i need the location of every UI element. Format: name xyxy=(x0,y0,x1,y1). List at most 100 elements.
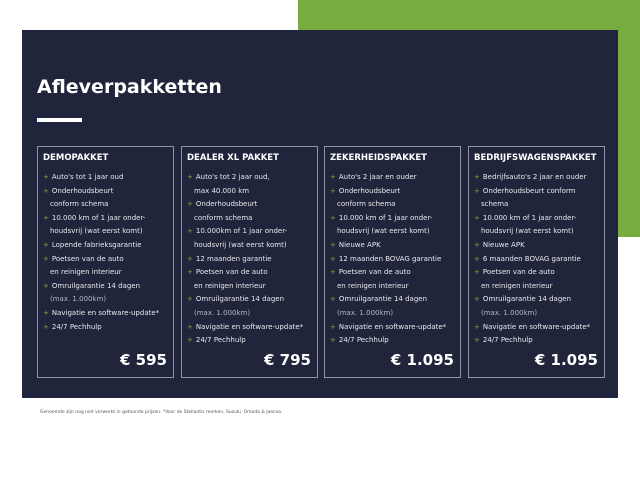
package-card: BEDRIJFSWAGENSPAKKET + Bedrijfsauto's 2 ja… xyxy=(468,146,605,378)
package-price: € 595 xyxy=(120,351,167,369)
package-feature: +24/7 Pechhulp xyxy=(43,321,168,335)
packages-panel: Afleverpakketten DEMOPAKKET + Auto's tot 1… xyxy=(22,30,618,398)
package-feature: +24/7 Pechhulp xyxy=(330,334,455,348)
plus-icon: + xyxy=(43,254,49,263)
package-feature: + Nieuwe APK xyxy=(474,239,599,253)
plus-icon: + xyxy=(474,173,480,181)
feature-text: (max. 1.000km) xyxy=(337,308,394,317)
feature-text: 10.000km of 1 jaar onder- xyxy=(195,227,288,236)
plus-icon: + xyxy=(43,240,49,249)
feature-text: Onderhoudsbeurt xyxy=(338,186,401,195)
package-feature: conform schema xyxy=(187,212,312,226)
feature-text: (max. 1.000km) xyxy=(194,308,251,317)
package-feature: + Auto's 2 jaar en ouder xyxy=(330,171,455,185)
plus-icon: + xyxy=(474,268,480,277)
package-feature: +10.000km of 1 jaar onder- xyxy=(187,225,312,239)
package-feature: + Onderhoudsbeurt conform xyxy=(474,185,599,199)
feature-text: conform schema xyxy=(337,200,396,209)
plus-icon: + xyxy=(187,295,193,304)
package-name: ZEKERHEIDSPAKKET xyxy=(330,153,427,163)
feature-text: 10.000 km of 1 jaar onder- xyxy=(338,213,433,222)
package-feature: + Omruilgarantie 14 dagen xyxy=(187,293,312,307)
feature-text: Poetsen van de auto xyxy=(338,268,411,277)
package-feature: + Omruilgarantie 14 dagen xyxy=(330,293,455,307)
plus-icon: + xyxy=(330,240,336,249)
feature-text: Nieuwe APK xyxy=(482,240,525,249)
feature-text: Auto's 2 jaar en ouder xyxy=(338,173,417,181)
plus-icon: + xyxy=(330,295,336,304)
plus-icon: + xyxy=(474,336,480,345)
package-feature: + Omruilgarantie 14 dagen xyxy=(43,280,168,294)
plus-icon: + xyxy=(187,254,193,263)
feature-text: (max. 1.000km) xyxy=(50,295,107,304)
feature-text: 10.000 km of 1 jaar onder- xyxy=(482,213,577,222)
package-feature: + Auto's tot 2 jaar oud, xyxy=(187,171,312,185)
package-feature: (max. 1.000km) xyxy=(474,307,599,321)
plus-icon: + xyxy=(330,336,336,345)
feature-text: en reinigen interieur xyxy=(50,268,122,277)
package-feature: +24/7 Pechhulp xyxy=(187,334,312,348)
plus-icon: + xyxy=(187,173,193,181)
package-feature: + Lopende fabrieksgarantie xyxy=(43,239,168,253)
feature-text: (max. 1.000km) xyxy=(481,308,538,317)
feature-text: houdsvrij (wat eerst komt) xyxy=(50,227,143,236)
package-feature: + Onderhoudsbeurt xyxy=(187,198,312,212)
plus-icon: + xyxy=(474,240,480,249)
package-feature: + Bedrijfsauto's 2 jaar en ouder xyxy=(474,171,599,185)
package-price: € 1.095 xyxy=(390,351,454,369)
plus-icon: + xyxy=(330,254,336,263)
plus-icon: + xyxy=(474,295,480,304)
package-name: DEMOPAKKET xyxy=(43,153,109,163)
package-feature: + Navigatie en software-update* xyxy=(187,321,312,335)
feature-text: conform schema xyxy=(50,200,109,209)
package-feature: + Navigatie en software-update* xyxy=(474,321,599,335)
plus-icon: + xyxy=(187,336,193,345)
package-price: € 1.095 xyxy=(534,351,598,369)
package-feature: +24/7 Pechhulp xyxy=(474,334,599,348)
feature-text: Navigatie en software-update* xyxy=(482,322,591,331)
package-feature: en reinigen interieur xyxy=(187,280,312,294)
feature-text: 24/7 Pechhulp xyxy=(482,336,533,345)
plus-icon: + xyxy=(43,308,49,317)
package-feature: + Poetsen van de auto xyxy=(43,253,168,267)
plus-icon: + xyxy=(474,322,480,331)
feature-text: Bedrijfsauto's 2 jaar en ouder xyxy=(482,173,587,181)
package-feature: max 40.000 km xyxy=(187,185,312,199)
feature-text: houdsvrij (wat eerst komt) xyxy=(481,227,574,236)
title-underline xyxy=(37,118,82,122)
feature-text: en reinigen interieur xyxy=(337,281,409,290)
package-feature: + Poetsen van de auto xyxy=(330,266,455,280)
plus-icon: + xyxy=(43,173,49,181)
plus-icon: + xyxy=(330,213,336,222)
package-feature: conform schema xyxy=(43,198,168,212)
plus-icon: + xyxy=(330,173,336,181)
feature-text: en reinigen interieur xyxy=(481,281,553,290)
package-feature: + Poetsen van de auto xyxy=(474,266,599,280)
feature-text: Navigatie en software-update* xyxy=(338,322,447,331)
plus-icon: + xyxy=(330,322,336,331)
package-card: ZEKERHEIDSPAKKET + Auto's 2 jaar en ouder +… xyxy=(324,146,461,378)
feature-text: max 40.000 km xyxy=(194,186,250,195)
feature-text: Poetsen van de auto xyxy=(195,268,268,277)
feature-text: Poetsen van de auto xyxy=(482,268,555,277)
package-feature: + Auto's tot 1 jaar oud xyxy=(43,171,168,185)
plus-icon: + xyxy=(187,322,193,331)
plus-icon: + xyxy=(474,213,480,222)
feature-text: Onderhoudsbeurt xyxy=(195,200,258,209)
package-feature: en reinigen interieur xyxy=(43,266,168,280)
plus-icon: + xyxy=(474,186,480,195)
plus-icon: + xyxy=(43,213,49,222)
feature-text: Auto's tot 2 jaar oud, xyxy=(195,173,270,181)
plus-icon: + xyxy=(187,268,193,277)
plus-icon: + xyxy=(187,227,193,236)
package-feature: +12 maanden BOVAG garantie xyxy=(330,253,455,267)
package-feature: + Onderhoudsbeurt xyxy=(43,185,168,199)
feature-text: Navigatie en software-update* xyxy=(195,322,304,331)
feature-text: 24/7 Pechhulp xyxy=(51,322,102,331)
feature-text: schema xyxy=(481,200,509,209)
feature-text: 10.000 km of 1 jaar onder- xyxy=(51,213,146,222)
feature-text: 24/7 Pechhulp xyxy=(338,336,389,345)
package-feature: (max. 1.000km) xyxy=(187,307,312,321)
package-feature: +10.000 km of 1 jaar onder- xyxy=(330,212,455,226)
package-feature: houdsvrij (wat eerst komt) xyxy=(330,225,455,239)
